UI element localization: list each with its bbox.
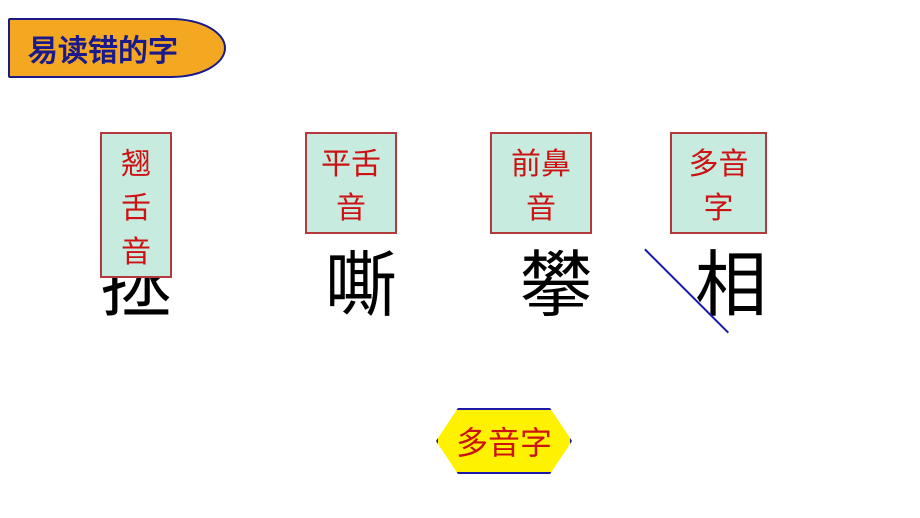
polyphone-tag: 多音字 — [436, 408, 572, 474]
sound-type-label: 平舌音 — [305, 132, 397, 234]
char-column-2: 前鼻音 pān 攀 — [520, 132, 592, 322]
sound-type-label: 翘舌音 — [100, 132, 172, 278]
sound-type-label: 前鼻音 — [490, 132, 592, 234]
sound-type-label: 多音字 — [670, 132, 767, 234]
character-text: 攀 — [520, 250, 592, 322]
title-tag: 易读错的字 — [8, 18, 226, 78]
char-column-1: 平舌音 sī 嘶 — [325, 132, 397, 322]
character-text: 嘶 — [325, 250, 397, 322]
char-column-0: 翘舌音 zhěng 拯 — [100, 132, 172, 322]
char-column-3: 多音字 xiàng 相 — [695, 132, 767, 322]
